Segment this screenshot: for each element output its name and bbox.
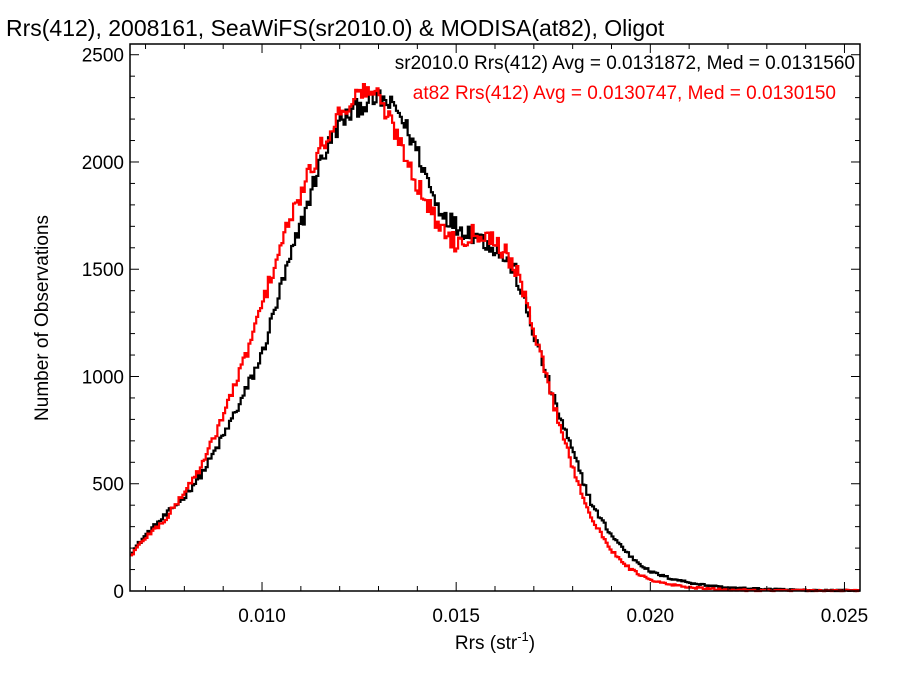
- legend: sr2010.0 Rrs(412) Avg = 0.0131872, Med =…: [395, 53, 855, 104]
- y-tick-label: 1000: [82, 367, 124, 388]
- y-tick-label: 500: [92, 475, 124, 496]
- series-line-sr2010.0: [130, 88, 860, 593]
- chart-title: Rrs(412), 2008161, SeaWiFS(sr2010.0) & M…: [6, 15, 665, 41]
- x-axis-label: Rrs (str-1): [455, 629, 535, 654]
- x-tick-label: 0.025: [821, 606, 869, 627]
- x-axis-label-superscript: -1: [517, 629, 529, 644]
- y-tick-label: 0: [113, 582, 124, 603]
- y-tick-label: 1500: [82, 260, 124, 281]
- y-tick-label: 2000: [82, 153, 124, 174]
- y-axis-label: Number of Observations: [32, 215, 53, 421]
- legend-entry-at82: at82 Rrs(412) Avg = 0.0130747, Med = 0.0…: [413, 83, 836, 104]
- x-tick-label: 0.010: [238, 606, 286, 627]
- x-tick-label: 0.015: [432, 606, 480, 627]
- x-axis-label-main: Rrs (str: [455, 633, 518, 654]
- legend-entry-sr2010: sr2010.0 Rrs(412) Avg = 0.0131872, Med =…: [395, 53, 855, 74]
- y-tick-label: 2500: [82, 46, 124, 67]
- x-tick-label: 0.020: [627, 606, 675, 627]
- tick-layer: 0.010 0.015 0.020 0.025 0 500 1000 1500 2000 2500: [82, 44, 869, 627]
- x-axis-label-close: ): [529, 633, 535, 654]
